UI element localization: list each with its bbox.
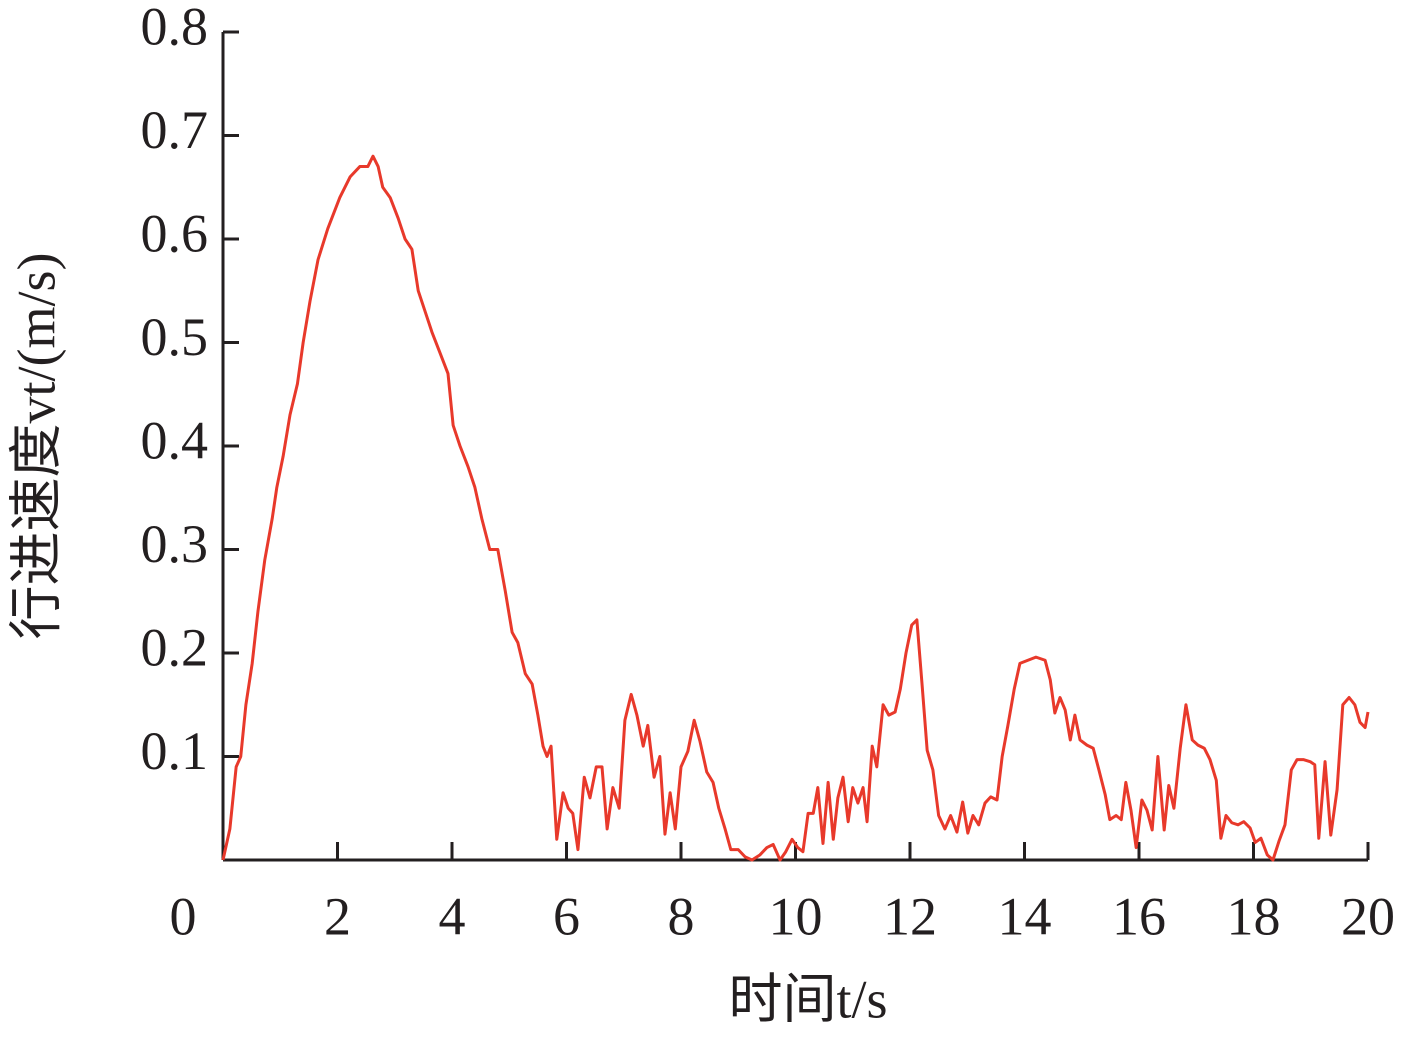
y-tick-label: 0.5 (141, 307, 209, 367)
y-tick-label: 0.2 (141, 617, 209, 677)
x-tick-label: 2 (324, 886, 351, 946)
x-tick-label: 16 (1112, 886, 1166, 946)
y-tick-label: 0.1 (141, 721, 209, 781)
y-tick-label: 0.4 (141, 410, 209, 470)
x-tick-label: 20 (1341, 886, 1395, 946)
x-tick-label: 18 (1227, 886, 1281, 946)
y-tick-label: 0.6 (141, 203, 209, 263)
x-axis-label: 时间t/s (728, 969, 887, 1029)
x-tick-label: 12 (883, 886, 937, 946)
x-tick-label: 14 (998, 886, 1052, 946)
x-tick-label: 4 (439, 886, 466, 946)
x-tick-label: 0 (170, 886, 197, 946)
y-tick-label: 0.7 (141, 100, 209, 160)
x-tick-label: 10 (769, 886, 823, 946)
y-tick-label: 0.3 (141, 514, 209, 574)
x-tick-label: 6 (553, 886, 580, 946)
y-tick-label: 0.8 (141, 0, 209, 56)
data-line (221, 154, 1370, 862)
y-axis-label: 行进速度vt/(m/s) (6, 253, 66, 640)
x-tick-label: 8 (668, 886, 695, 946)
